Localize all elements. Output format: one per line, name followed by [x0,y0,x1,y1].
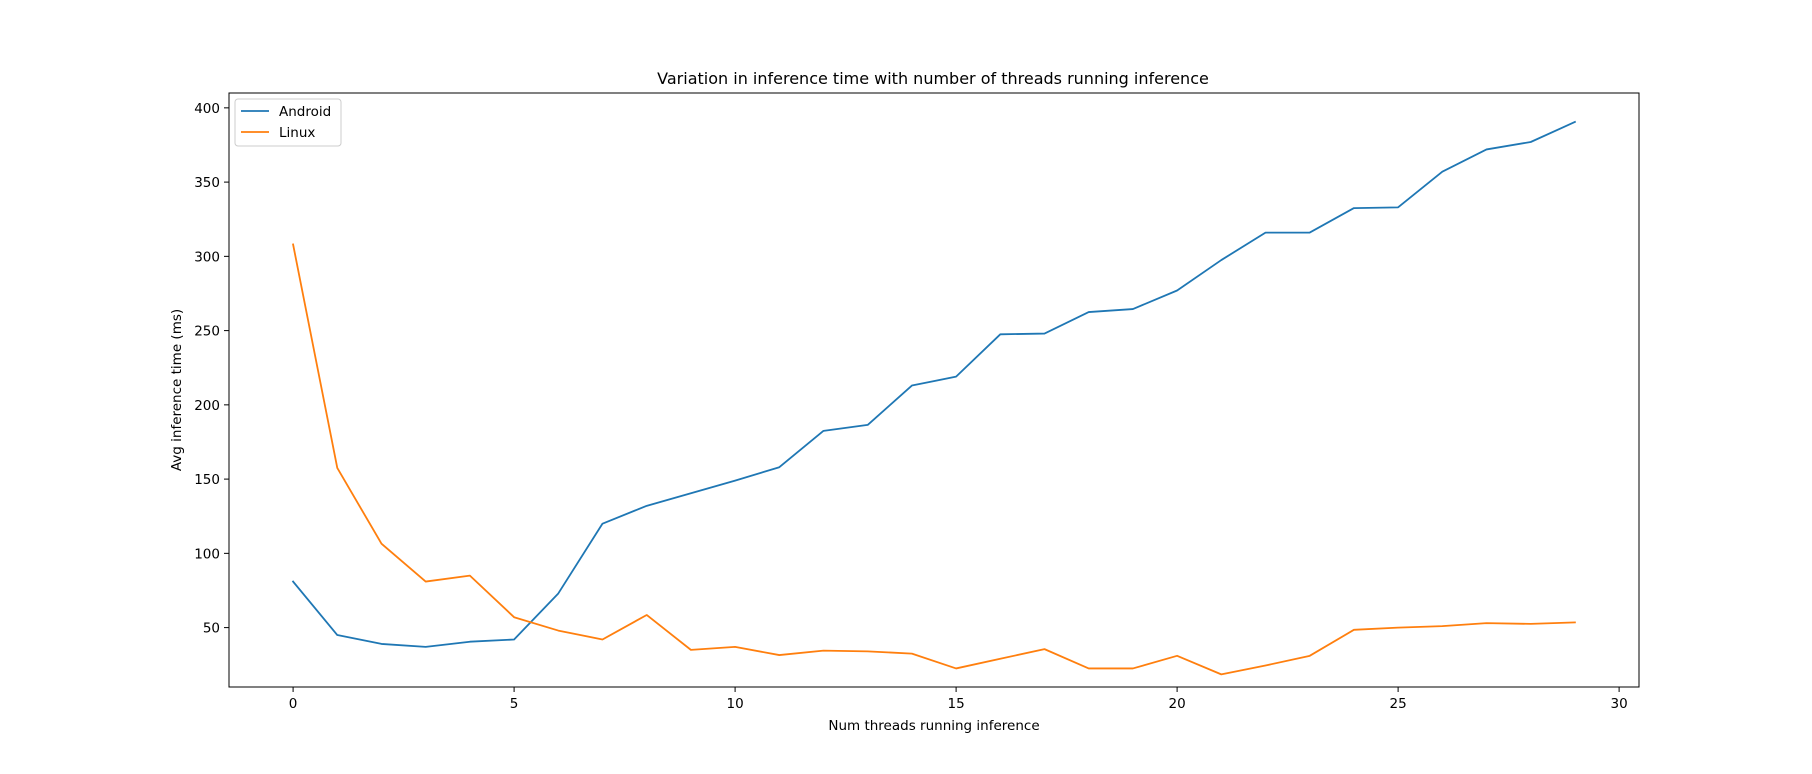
legend: Android Linux [234,98,342,147]
y-tick-label: 150 [194,472,220,488]
x-axis: 0 5 10 15 20 25 30 [289,687,1628,712]
legend-label-android: Android [279,104,331,120]
y-tick-label: 100 [194,546,220,562]
y-axis: 50 100 150 200 250 300 350 400 [194,101,229,637]
legend-label-linux: Linux [279,125,315,141]
x-tick-label: 0 [289,696,298,712]
y-axis-label: Avg inference time (ms) [169,309,185,471]
x-tick-label: 20 [1169,696,1186,712]
y-tick-label: 50 [203,621,220,637]
x-tick-label: 15 [948,696,965,712]
series-group [291,120,1577,676]
y-tick-label: 350 [194,175,220,191]
series-line-linux [292,243,1576,676]
series-line-android [291,120,1577,648]
x-tick-label: 10 [727,696,744,712]
y-tick-label: 400 [194,101,220,117]
x-tick-label: 30 [1611,696,1628,712]
x-tick-label: 25 [1390,696,1407,712]
plot-frame [228,92,1640,688]
x-tick-label: 5 [510,696,519,712]
y-tick-label: 300 [194,249,220,265]
chart-title: Variation in inference time with number … [657,69,1209,88]
y-tick-label: 250 [194,324,220,340]
x-axis-label: Num threads running inference [828,718,1039,734]
y-tick-label: 200 [194,398,220,414]
